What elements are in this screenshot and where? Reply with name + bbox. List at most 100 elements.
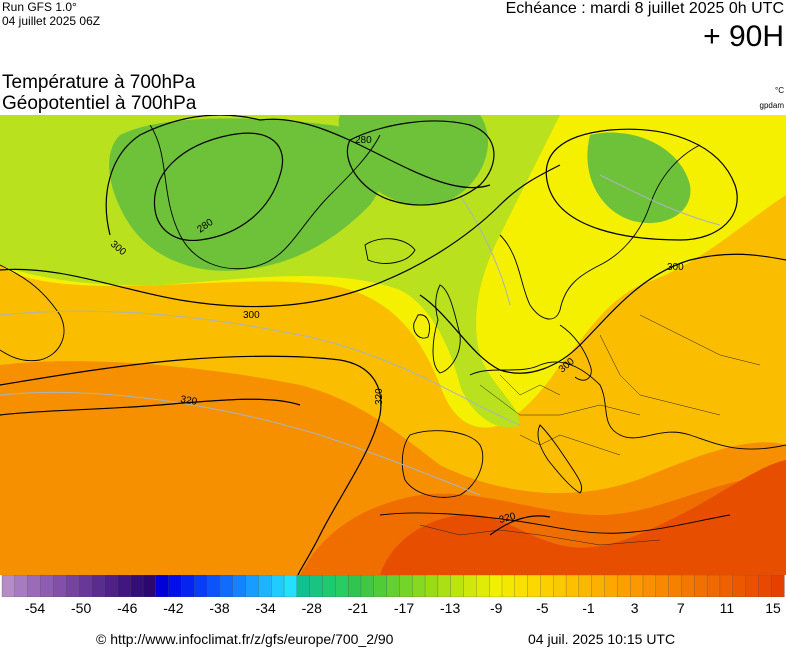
colorbar-swatch (373, 574, 388, 598)
colorbar-swatch (232, 574, 247, 598)
forecast-time: Echéance : mardi 8 juillet 2025 0h UTC (505, 0, 784, 17)
colorbar-swatch (335, 574, 349, 598)
border-line (419, 524, 661, 546)
border-line (519, 434, 621, 456)
contour-label: 320 (374, 388, 385, 405)
forecast-offset: + 90H (703, 20, 784, 53)
colorbar-swatch (578, 574, 593, 598)
colorbar-swatch (437, 574, 452, 598)
colorbar-swatch (668, 574, 682, 598)
colorbar-swatches (1, 574, 785, 598)
map-canvas: 280 280 300 300 300 300 320 320 320 (0, 115, 786, 575)
contour-320-south (489, 515, 551, 536)
colorbar-swatch (591, 574, 606, 598)
contour-label: 300 (243, 310, 260, 321)
colorbar-swatch (40, 574, 54, 598)
update-time: 04 juil. 2025 10:15 UTC (528, 631, 676, 647)
colorbar-tick-label: 7 (676, 600, 685, 616)
baltic-coast (559, 324, 592, 381)
colorbar-swatch (360, 574, 375, 598)
temp-field-cold-greenland (338, 115, 489, 206)
greenland-coast (149, 124, 381, 270)
border-line (639, 314, 761, 366)
colorbar-swatch (450, 574, 465, 598)
colorbar-swatch (424, 574, 439, 598)
isotherm (0, 310, 521, 426)
colorbar-tick-label: 15 (765, 600, 781, 616)
colorbar-tick-label: -9 (490, 600, 503, 616)
contour-300-mid (0, 164, 561, 308)
copyright-text: © http://www.infoclimat.fr/z/gfs/europe/… (96, 631, 394, 647)
temp-field-extreme (380, 460, 786, 575)
contour-320-arc (0, 355, 382, 575)
colorbar-swatch (771, 574, 785, 598)
colorbar-swatch (706, 574, 721, 598)
run-date: 04 juillet 2025 06Z (2, 14, 101, 28)
colorbar-swatch (271, 574, 285, 598)
colorbar-swatch (27, 574, 42, 598)
colorbar-swatch (617, 574, 631, 598)
colorbar-swatch (245, 574, 259, 598)
temp-field-cold (109, 118, 385, 271)
colorbar-swatch (642, 574, 657, 598)
border-line (479, 384, 641, 416)
colorbar-swatch (130, 574, 144, 598)
colorbar-swatch (14, 574, 29, 598)
scandinavia-coast (499, 144, 701, 320)
colorbar-swatch (514, 574, 529, 598)
colorbar-swatch (732, 574, 747, 598)
colorbar-tick-label: -42 (163, 600, 184, 616)
colorbar-tick-label: -17 (393, 600, 415, 616)
colorbar-swatch (604, 574, 618, 598)
contour-300-scand (545, 128, 738, 241)
colorbar-swatch (168, 574, 183, 598)
contour-300-south (419, 253, 786, 374)
colorbar-swatch (53, 574, 67, 598)
colorbar-swatch (463, 574, 477, 598)
contour-label: 300 (667, 262, 684, 273)
isotherm (0, 391, 481, 496)
colorbar-swatch (91, 574, 106, 598)
colorbar-swatch (206, 574, 221, 598)
run-label: Run GFS 1.0° (2, 0, 77, 14)
iberia-coast (401, 430, 484, 498)
colorbar-swatch (694, 574, 708, 598)
isotherm (459, 194, 511, 306)
colorbar-swatch (347, 574, 362, 598)
colorbar-swatch (117, 574, 131, 598)
contour-320-west (0, 398, 301, 416)
colorbar-tick-label: -5 (536, 600, 549, 616)
country-borders (419, 314, 761, 546)
colorbar-tick-label: -28 (301, 600, 322, 616)
contour-280-west (153, 132, 284, 242)
colorbar-tick-label: -1 (582, 600, 595, 616)
colorbar-swatch (553, 574, 567, 598)
colorbar-swatch (540, 574, 554, 598)
colorbar-swatch (181, 574, 195, 598)
colorbar-swatch (501, 574, 516, 598)
border-line (599, 334, 721, 416)
iceland-coast (364, 238, 416, 264)
contour-label: 320 (498, 511, 517, 526)
colorbar-swatch (527, 574, 541, 598)
europe-coast (469, 361, 786, 450)
colorbar-swatch (745, 574, 759, 598)
colorbar-swatch (630, 574, 644, 598)
border-line (499, 374, 561, 396)
geopotential-contours (0, 115, 786, 575)
title-geopotential: Géopotentiel à 700hPa (2, 93, 197, 114)
colorbar-swatch (565, 574, 580, 598)
weather-map: 280 280 300 300 300 300 320 320 320 (0, 115, 786, 575)
title-temperature: Température à 700hPa (2, 72, 196, 93)
colorbar-swatch (296, 574, 311, 598)
africa-coast (379, 512, 731, 534)
isotherm (599, 174, 721, 226)
coastlines (0, 124, 786, 534)
colorbar-tick-label: -13 (440, 600, 461, 616)
colorbar-swatch (399, 574, 413, 598)
temp-field-cold-scandinavia (587, 132, 691, 224)
colorbar-tick-label: 11 (719, 600, 735, 616)
isotherms (0, 174, 721, 496)
colorbar-tick-label: -54 (24, 600, 46, 616)
colorbar-swatch (155, 574, 170, 598)
